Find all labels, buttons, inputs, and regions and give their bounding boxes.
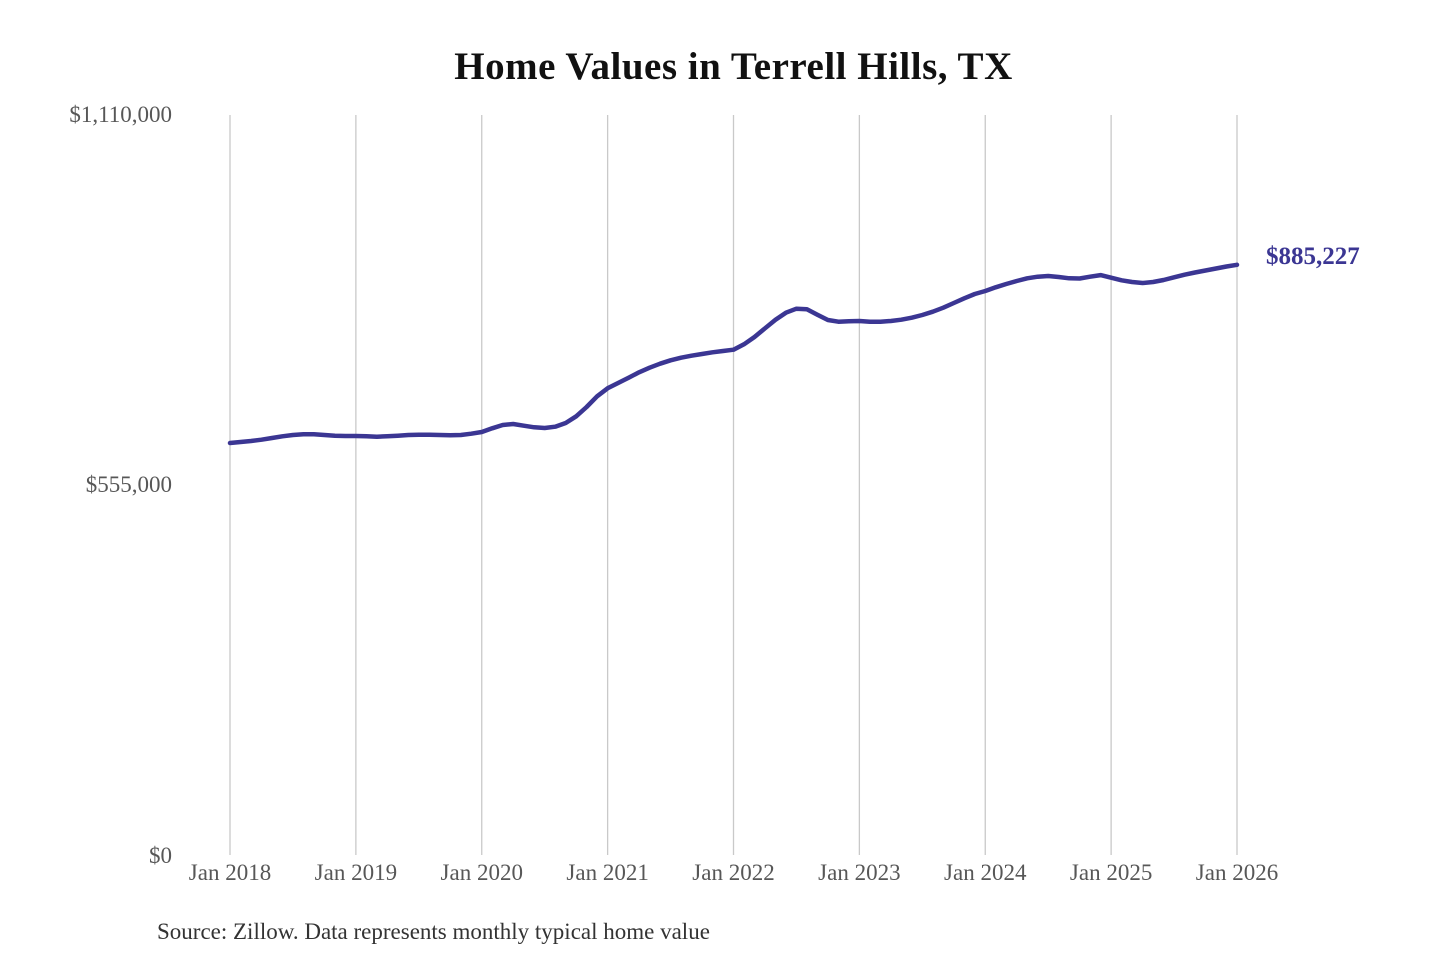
x-axis-label: Jan 2026 [1195, 860, 1279, 885]
x-axis-label: Jan 2022 [692, 860, 775, 885]
chart-title: Home Values in Terrell Hills, TX [454, 45, 1013, 88]
x-axis-label: Jan 2019 [314, 860, 398, 885]
x-axis-label: Jan 2018 [188, 860, 272, 885]
current-value-label: $885,227 [1266, 243, 1360, 270]
y-axis-label-zero: $0 [149, 843, 172, 868]
x-axis-label: Jan 2025 [1069, 860, 1153, 885]
home-value-line [227, 262, 1240, 446]
x-axis-label: Jan 2021 [566, 860, 649, 885]
y-axis-label-mid: $555,000 [85, 472, 172, 497]
y-axis-label-max: $1,110,000 [69, 102, 172, 127]
source-note: Source: Zillow. Data represents monthly … [157, 919, 710, 944]
x-axis-label: Jan 2023 [818, 860, 901, 885]
x-axis-label: Jan 2024 [944, 860, 1027, 885]
x-axis-label: Jan 2020 [440, 860, 523, 885]
